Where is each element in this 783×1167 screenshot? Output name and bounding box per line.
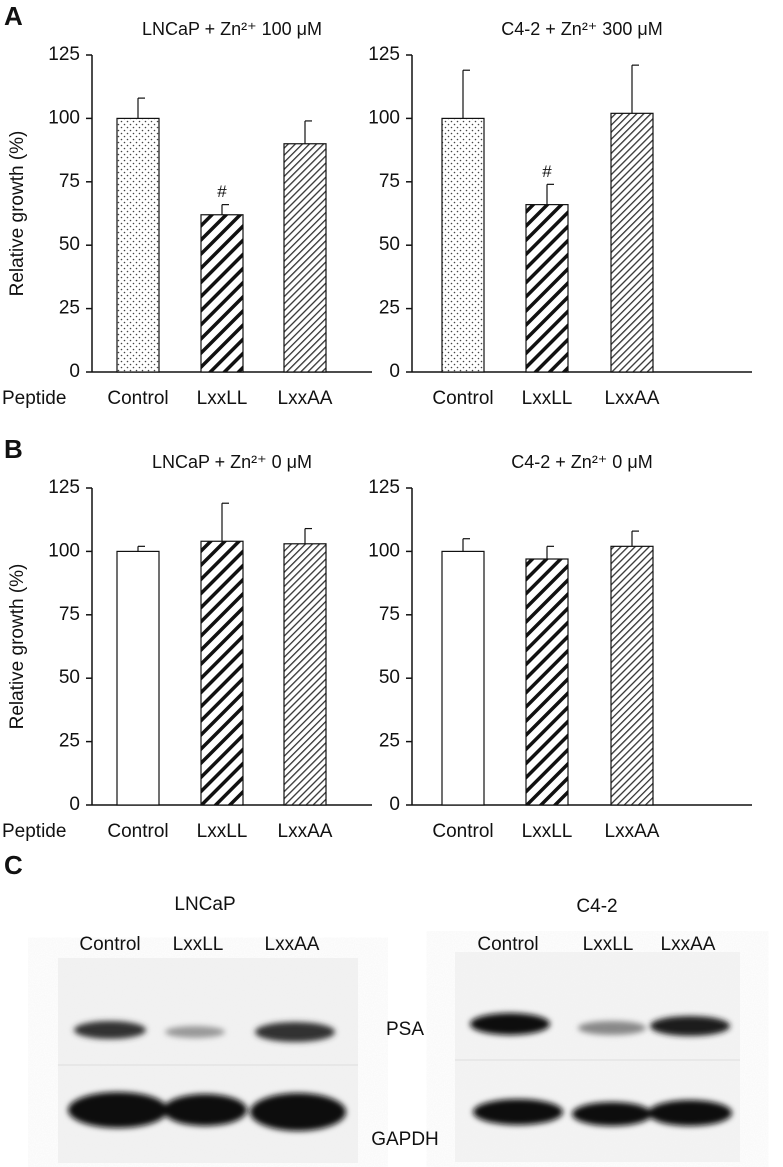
- y-tick-label: 75: [59, 171, 80, 192]
- y-axis-label: Relative growth (%): [7, 131, 28, 297]
- lane-label: LxxAA: [265, 934, 320, 955]
- y-tick-label: 100: [368, 107, 400, 128]
- band: [648, 1100, 732, 1126]
- band: [255, 1022, 335, 1042]
- y-tick-label: 50: [379, 234, 400, 255]
- y-tick-label: 125: [368, 44, 400, 65]
- x-tick-label: LxxLL: [522, 821, 573, 842]
- y-tick-label: 25: [379, 298, 400, 319]
- blot-noise: [58, 958, 358, 1163]
- y-tick-label: 50: [59, 234, 80, 255]
- bar: [200, 214, 244, 373]
- lane-label: Control: [477, 934, 538, 955]
- x-tick-label: LxxAA: [278, 821, 333, 842]
- x-tick-label: LxxAA: [605, 821, 660, 842]
- y-tick-label: 125: [368, 477, 400, 498]
- band: [163, 1094, 247, 1126]
- y-tick-label: 100: [48, 107, 80, 128]
- x-tick-label: LxxLL: [197, 821, 248, 842]
- blot-images: [58, 952, 740, 1163]
- y-tick-label: 100: [48, 540, 80, 561]
- bar: [283, 143, 327, 373]
- lane-label: Control: [79, 934, 140, 955]
- row-label: PSA: [386, 1019, 424, 1040]
- x-tick-label: LxxLL: [522, 388, 573, 409]
- band: [473, 1099, 563, 1125]
- band: [68, 1092, 168, 1128]
- bar: [200, 540, 244, 806]
- y-tick-label: 25: [59, 298, 80, 319]
- bar: [441, 117, 485, 373]
- y-tick-label: 25: [379, 731, 400, 752]
- bar: [283, 543, 327, 806]
- x-axis-label: Peptide: [2, 388, 66, 409]
- y-tick-label: 0: [389, 361, 400, 382]
- x-tick-label: Control: [107, 388, 168, 409]
- band: [74, 1021, 146, 1039]
- panel-label: B: [4, 434, 23, 464]
- blot-group-label: LNCaP: [174, 894, 235, 915]
- band: [470, 1013, 550, 1035]
- y-tick-label: 0: [69, 794, 80, 815]
- band: [165, 1026, 225, 1038]
- annotation: #: [217, 182, 227, 201]
- bar: [610, 545, 654, 806]
- bar: [116, 117, 160, 373]
- panel-label: C: [4, 850, 23, 880]
- y-tick-label: 25: [59, 731, 80, 752]
- x-tick-label: Control: [432, 821, 493, 842]
- blot-group-label: C4-2: [576, 896, 617, 917]
- x-tick-label: LxxAA: [605, 388, 660, 409]
- x-axis-label: Peptide: [2, 821, 66, 842]
- y-tick-label: 125: [48, 477, 80, 498]
- x-tick-label: LxxAA: [278, 388, 333, 409]
- blot-noise: [455, 952, 740, 1162]
- panel-label: A: [4, 1, 23, 31]
- band: [572, 1102, 652, 1126]
- row-label: GAPDH: [371, 1129, 439, 1150]
- lane-label: LxxLL: [173, 934, 224, 955]
- y-tick-label: 0: [69, 361, 80, 382]
- bar: [525, 204, 569, 373]
- chart-title: C4-2 + Zn²⁺ 300 μM: [501, 19, 662, 39]
- y-tick-label: 0: [389, 794, 400, 815]
- y-tick-label: 75: [379, 171, 400, 192]
- y-tick-label: 75: [379, 604, 400, 625]
- y-tick-label: 100: [368, 540, 400, 561]
- band: [578, 1021, 646, 1035]
- y-tick-label: 125: [48, 44, 80, 65]
- lane-label: LxxAA: [661, 934, 716, 955]
- lane-label: LxxLL: [583, 934, 634, 955]
- bar: [525, 558, 569, 806]
- annotation: #: [542, 162, 552, 181]
- x-tick-label: LxxLL: [197, 388, 248, 409]
- x-tick-label: Control: [432, 388, 493, 409]
- x-tick-label: Control: [107, 821, 168, 842]
- y-tick-label: 50: [379, 667, 400, 688]
- y-axis-label: Relative growth (%): [7, 564, 28, 730]
- chart-title: LNCaP + Zn²⁺ 0 μM: [152, 452, 312, 472]
- chart-title: LNCaP + Zn²⁺ 100 μM: [142, 19, 322, 39]
- y-tick-label: 75: [59, 604, 80, 625]
- band: [250, 1093, 346, 1131]
- bar: [116, 550, 160, 806]
- chart-title: C4-2 + Zn²⁺ 0 μM: [511, 452, 652, 472]
- band: [650, 1016, 730, 1036]
- bar: [441, 550, 485, 806]
- y-tick-label: 50: [59, 667, 80, 688]
- bar: [610, 112, 654, 373]
